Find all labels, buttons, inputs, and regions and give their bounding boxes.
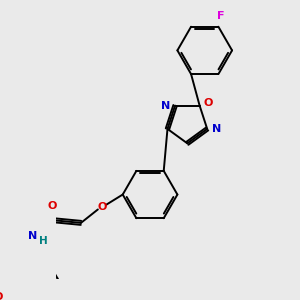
Text: H: H bbox=[39, 236, 48, 246]
Text: F: F bbox=[217, 11, 225, 21]
Text: O: O bbox=[204, 98, 213, 108]
Text: N: N bbox=[28, 231, 38, 241]
Text: N: N bbox=[212, 124, 221, 134]
Text: O: O bbox=[48, 201, 57, 212]
Text: O: O bbox=[0, 292, 3, 300]
Text: O: O bbox=[97, 202, 106, 212]
Text: N: N bbox=[161, 100, 170, 111]
